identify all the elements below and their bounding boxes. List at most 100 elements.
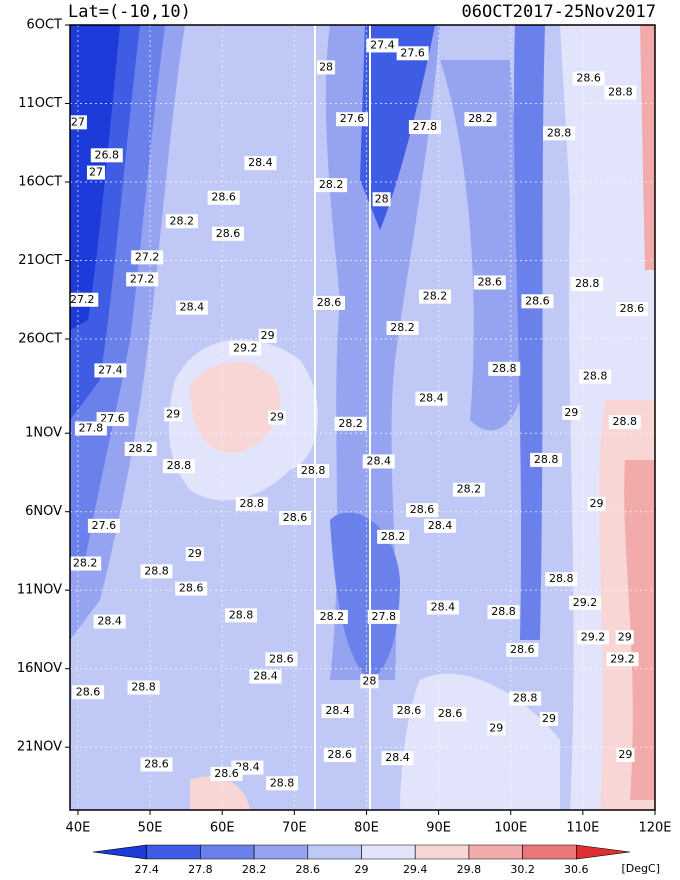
contour-label-bg	[315, 178, 348, 193]
contour-label: 28.8	[144, 564, 169, 577]
contour-label-bg	[323, 748, 356, 763]
contour-label-bg	[393, 704, 426, 719]
colorbar-swatch	[307, 844, 362, 860]
contour-label: 28.6	[216, 227, 241, 240]
x-tick-label: 80E	[354, 821, 379, 836]
contour-label-bg	[424, 518, 457, 533]
x-tick-label: 110E	[566, 821, 599, 836]
contour-label-bg	[366, 38, 399, 53]
contour-label: 28.2	[73, 557, 98, 570]
x-tick-label: 50E	[138, 821, 163, 836]
contour-label: 28.6	[620, 302, 645, 315]
contour-label: 28.2	[338, 417, 363, 430]
contour-label-bg	[488, 361, 521, 376]
contour-label-bg	[69, 556, 102, 571]
contour-label-bg	[315, 609, 348, 624]
y-tick-label: 21NOV	[17, 740, 62, 755]
contour-label: 29	[618, 630, 632, 643]
colorbar-label: 29.8	[457, 863, 482, 876]
colorbar-swatch	[92, 844, 147, 860]
contour-label-bg	[140, 564, 173, 579]
contour-label-bg	[175, 300, 208, 315]
contour-label-bg	[68, 115, 87, 130]
contour-label-bg	[279, 510, 312, 525]
contour-label-bg	[562, 405, 581, 420]
contour-label-bg	[297, 463, 330, 478]
y-tick-label: 16OCT	[18, 175, 62, 190]
contour-label-bg	[506, 642, 539, 657]
contour-label: 28.6	[510, 643, 535, 656]
contour-label-bg	[381, 751, 414, 766]
contour-label: 27.8	[79, 421, 104, 434]
contour-label: 28.8	[492, 362, 517, 375]
field-region	[513, 25, 545, 640]
contour-label: 28.4	[431, 600, 456, 613]
contour-label-bg	[386, 321, 419, 336]
contour-label: 28.8	[575, 277, 600, 290]
contour-label-bg	[165, 214, 198, 229]
contour-label-bg	[127, 680, 160, 695]
contour-label: 28.8	[547, 126, 572, 139]
contour-label-bg	[317, 60, 336, 75]
contour-label: 28.8	[240, 497, 265, 510]
contour-label-bg	[224, 608, 257, 623]
contour-label: 28	[362, 674, 376, 687]
contour-label-bg	[579, 369, 612, 384]
contour-label-bg	[124, 441, 157, 456]
colorbar-label: 30.2	[510, 863, 535, 876]
contour-label: 29	[564, 406, 578, 419]
colorbar-swatch	[414, 844, 470, 860]
contour-label-bg	[521, 294, 554, 309]
contour-label: 28.6	[525, 294, 550, 307]
contour-label: 28.8	[270, 776, 295, 789]
contour-label-bg	[211, 226, 244, 241]
y-tick-label: 6NOV	[25, 504, 62, 519]
contour-label-bg	[334, 416, 367, 431]
contour-label: 29.2	[610, 652, 635, 665]
contour-label-bg	[175, 581, 208, 596]
contour-label: 28.4	[97, 615, 122, 628]
axes: 40E 50E 60E 70E 80E 90E 100E 110E 120E 6OCT 11OCT 1…	[17, 18, 672, 836]
contour-label: 29.2	[233, 341, 258, 354]
contour-label: 27.4	[98, 363, 123, 376]
colorbar-label: 29.4	[403, 863, 428, 876]
contour-label: 28.4	[385, 751, 410, 764]
colorbar-label: 27.4	[134, 863, 159, 876]
contour-label-bg	[72, 685, 105, 700]
contour-label-bg	[543, 126, 576, 141]
contour-label-bg	[336, 112, 369, 127]
contour-label-bg	[90, 148, 123, 163]
contour-label: 28.4	[325, 704, 350, 717]
contour-label-bg	[140, 757, 173, 772]
contour-label: 28.4	[366, 454, 391, 467]
contour-label: 27.2	[70, 293, 95, 306]
contour-label: 28.6	[179, 582, 204, 595]
contour-label: 29	[618, 748, 632, 761]
colorbar-label: 29	[355, 863, 369, 876]
contour-label: 28.2	[320, 610, 345, 623]
colorbar-label: 28.6	[296, 863, 321, 876]
contour-label-bg	[164, 407, 183, 422]
field	[70, 25, 655, 810]
contour-label-bg	[74, 421, 107, 436]
contour-label-bg	[616, 748, 635, 763]
contour-label-bg	[418, 289, 451, 304]
contour-label-bg	[249, 669, 282, 684]
contour-label-bg	[615, 302, 648, 317]
contour-label: 28.4	[428, 519, 453, 532]
contour-label: 27.2	[135, 250, 160, 263]
contour-label: 28.6	[76, 685, 101, 698]
contour-label: 28.8	[612, 415, 637, 428]
contour-label-bg	[367, 609, 400, 624]
contour-label: 28.8	[583, 370, 608, 383]
contour-label-bg	[452, 482, 485, 497]
colorbar-swatch	[253, 844, 309, 860]
contour-label-bg	[185, 547, 204, 562]
contour-label: 28.8	[513, 692, 538, 705]
contour-label: 29	[261, 329, 275, 342]
contour-label: 27.6	[400, 46, 425, 59]
contour-label-bg	[126, 272, 159, 287]
x-tick-label: 100E	[494, 821, 527, 836]
contour-label-bg	[487, 721, 506, 736]
